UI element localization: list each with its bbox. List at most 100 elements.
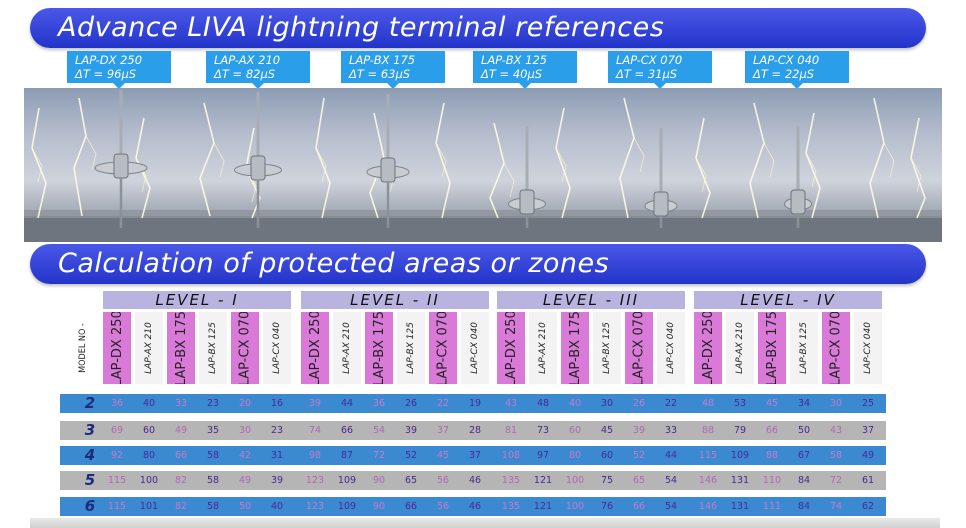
model-no-label: MODEL NO - — [78, 323, 88, 373]
model-column-header: LAP-DX 250 — [103, 312, 131, 384]
model-column-header: LAP-BX 125 — [593, 312, 621, 384]
lightning-bolt — [555, 107, 571, 219]
radius-value: 37 — [468, 450, 482, 461]
terminal-body — [250, 155, 266, 181]
radius-value: 40 — [142, 398, 156, 409]
radius-value: 101 — [139, 501, 159, 512]
radius-value: 135 — [501, 475, 521, 486]
model-name: LAP-BX 175 — [567, 312, 583, 384]
radius-value: 76 — [600, 501, 614, 512]
radius-value: 82 — [174, 475, 188, 486]
model-name: LAP-CX 070 — [828, 312, 844, 384]
radius-value: 35 — [206, 425, 220, 436]
model-column-header: LAP-BX 175 — [561, 312, 589, 384]
model-name: LAP-BX 125 — [602, 322, 613, 374]
radius-value: 52 — [404, 450, 418, 461]
lightning-scene — [24, 90, 942, 242]
height-label: 4 — [84, 446, 96, 464]
model-column-header: LAP-BX 125 — [397, 312, 425, 384]
lightning-branch — [555, 147, 567, 183]
radius-value: 49 — [174, 425, 188, 436]
lightning-branch — [213, 142, 225, 178]
radius-value: 65 — [632, 475, 646, 486]
radius-value: 19 — [468, 398, 482, 409]
model-name: LAP-CX 040 — [272, 322, 282, 374]
model-column-header: LAP-DX 250 — [301, 312, 329, 384]
lightning-branch — [763, 142, 775, 178]
radius-value: 23 — [270, 425, 284, 436]
radius-value: 73 — [536, 425, 550, 436]
radius-value: 45 — [765, 398, 779, 409]
radius-value: 79 — [733, 425, 747, 436]
model-column-header: LAP-CX 040 — [657, 312, 685, 384]
section-title: Calculation of protected areas or zones — [58, 248, 610, 279]
radius-value: 84 — [797, 475, 811, 486]
terminal-body — [653, 191, 669, 217]
table-row: 4 92 80 66 58 42 31 98 87 72 52 45 37 108 97 80 60 52 44 11… — [60, 446, 886, 465]
radius-value: 26 — [632, 398, 646, 409]
model-name: LAP-BX 175 — [764, 312, 780, 384]
model-column-header: LAP-CX 040 — [854, 312, 882, 384]
title-banner: Advance LIVA lightning terminal referenc… — [30, 8, 926, 48]
radius-value: 123 — [305, 501, 325, 512]
radius-value: 54 — [664, 475, 678, 486]
radius-value: 30 — [238, 425, 252, 436]
radius-value: 54 — [372, 425, 386, 436]
table-row: 6 115 101 82 58 50 40 123 109 90 66 56 46 135 121 100 76… — [60, 497, 886, 516]
radius-value: 87 — [340, 450, 354, 461]
radius-value: 22 — [664, 398, 678, 409]
radius-value: 37 — [436, 425, 450, 436]
model-name: LAP-CX 040 — [666, 322, 676, 374]
model-column-header: LAP-CX 040 — [461, 312, 489, 384]
radius-value: 80 — [568, 450, 582, 461]
lightning-branch — [805, 152, 817, 188]
radius-value: 43 — [504, 398, 518, 409]
radius-value: 88 — [701, 425, 715, 436]
radius-value: 33 — [174, 398, 188, 409]
radius-value: 131 — [730, 475, 750, 486]
radius-value: 109 — [337, 501, 357, 512]
height-label: 2 — [84, 394, 96, 412]
level-header: LEVEL - I — [103, 291, 291, 309]
lightning-branch — [503, 162, 515, 198]
radius-value: 60 — [142, 425, 156, 436]
radius-value: 100 — [139, 475, 159, 486]
radius-value: 66 — [765, 425, 779, 436]
radius-value: 20 — [238, 398, 252, 409]
radius-value: 56 — [436, 501, 450, 512]
model-column-header: LAP-CX 070 — [625, 312, 653, 384]
radius-value: 22 — [436, 398, 450, 409]
terminal-tag: LAP-BX 175 ΔT = 63µS — [341, 51, 445, 89]
radius-value: 90 — [372, 475, 386, 486]
radius-value: 36 — [110, 398, 124, 409]
radius-value: 90 — [372, 501, 386, 512]
terminal-delta-label: ΔT = 96µS — [75, 67, 137, 81]
terminal-tag: LAP-BX 125 ΔT = 40µS — [473, 51, 577, 89]
terminal-body — [113, 153, 129, 179]
radius-value: 37 — [861, 425, 875, 436]
model-name: LAP-BX 175 — [371, 312, 387, 384]
radius-value: 33 — [664, 425, 678, 436]
terminal-body — [519, 189, 535, 215]
page-title: Advance LIVA lightning terminal referenc… — [58, 12, 665, 43]
radius-value: 58 — [206, 501, 220, 512]
radius-value: 60 — [568, 425, 582, 436]
radius-value: 146 — [698, 501, 718, 512]
model-column-header: LAP-AX 210 — [529, 312, 557, 384]
lightning-bolt — [315, 97, 331, 219]
radius-value: 58 — [206, 450, 220, 461]
radius-value: 39 — [270, 475, 284, 486]
radius-value: 30 — [829, 398, 843, 409]
level-header: LEVEL - III — [497, 291, 685, 309]
radius-value: 92 — [110, 450, 124, 461]
terminal-body — [790, 189, 806, 215]
radius-value: 23 — [206, 398, 220, 409]
terminal-delta-label: ΔT = 31µS — [616, 67, 678, 81]
lightning-bolt — [135, 117, 151, 219]
radius-value: 61 — [861, 475, 875, 486]
terminal-delta-label: ΔT = 63µS — [349, 67, 411, 81]
radius-value: 44 — [340, 398, 354, 409]
model-name: LAP-DX 250 — [307, 312, 323, 384]
radius-value: 100 — [565, 475, 585, 486]
model-column-header: LAP-CX 070 — [231, 312, 259, 384]
